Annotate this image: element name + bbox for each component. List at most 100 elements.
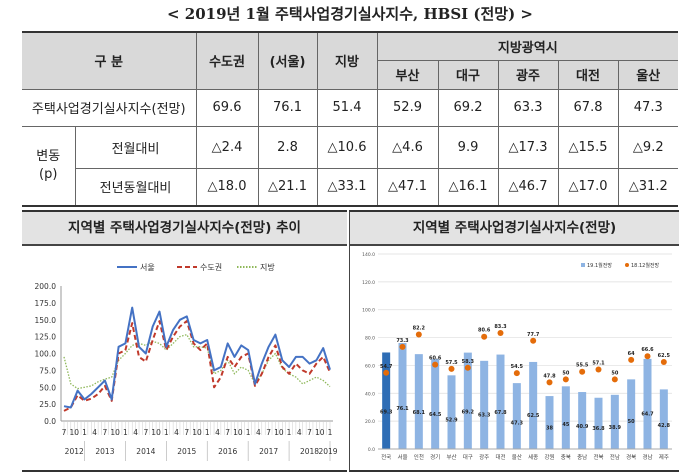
x-tick-label: 1 bbox=[287, 428, 292, 437]
y-tick-label: 25.0 bbox=[39, 400, 56, 409]
bar bbox=[398, 343, 407, 449]
y-tick-label: 125.0 bbox=[35, 333, 57, 342]
year-label: 2015 bbox=[177, 447, 196, 456]
bar-value-label: 45 bbox=[562, 422, 569, 428]
bar-value-label: 63.3 bbox=[478, 412, 491, 418]
x-tick-label: 4 bbox=[174, 428, 179, 437]
bar bbox=[480, 360, 489, 449]
bar-value-label: 36.8 bbox=[592, 426, 605, 432]
cell: 9.9 bbox=[437, 125, 499, 169]
x-tick-label: 전국 bbox=[381, 453, 391, 461]
header-daegu: 대구 bbox=[437, 59, 499, 90]
dot-value-label: 57.1 bbox=[592, 360, 605, 366]
series-line-1 bbox=[63, 320, 331, 412]
x-tick-label: 4 bbox=[215, 428, 220, 437]
cell: △17.3 bbox=[497, 125, 559, 169]
x-tick-label: 4 bbox=[92, 428, 97, 437]
cell: △4.6 bbox=[376, 125, 439, 169]
dot-value-label: 77.7 bbox=[527, 332, 540, 338]
bar bbox=[414, 354, 423, 449]
cell: 2.8 bbox=[257, 125, 318, 169]
x-tick-label: 7 bbox=[103, 428, 108, 437]
x-tick-label: 10 bbox=[192, 428, 202, 437]
year-label: 2016 bbox=[218, 447, 237, 456]
x-tick-label: 1 bbox=[164, 428, 169, 437]
cell: △10.6 bbox=[316, 125, 378, 169]
dot-value-label: 60.6 bbox=[429, 356, 442, 362]
bar-value-label: 38 bbox=[546, 425, 553, 431]
bar-value-label: 64.7 bbox=[641, 412, 654, 418]
dot bbox=[448, 365, 455, 372]
bar-value-label: 64.5 bbox=[429, 412, 442, 418]
y-tick-label: 20.0 bbox=[365, 419, 375, 425]
x-tick-label: 1 bbox=[205, 428, 210, 437]
bar-value-label: 47.3 bbox=[511, 421, 524, 427]
cell: △2.4 bbox=[195, 125, 259, 169]
dot-value-label: 55.5 bbox=[576, 363, 589, 369]
legend-swatch bbox=[625, 263, 629, 267]
regional-bar-chart: 0.0 20.0 40.0 60.0 80.0 100.0 120.0 140.0 69.3 54… bbox=[362, 252, 672, 461]
x-tick-label: 10 bbox=[315, 428, 325, 437]
header-daejeon: 대전 bbox=[557, 59, 619, 90]
x-tick-label: 충남 bbox=[577, 453, 587, 461]
y-tick-label: 140.0 bbox=[362, 252, 375, 258]
dot-value-label: 58.3 bbox=[462, 359, 475, 365]
dot-value-label: 47.8 bbox=[543, 373, 556, 379]
y-tick-label: 50.0 bbox=[39, 383, 56, 392]
bar bbox=[659, 389, 668, 449]
header-ulsan: 울산 bbox=[617, 59, 679, 90]
x-tick-label: 10 bbox=[274, 428, 284, 437]
series-line-0 bbox=[63, 306, 331, 409]
header-capital: 수도권 bbox=[195, 31, 259, 90]
x-tick-label: 7 bbox=[225, 428, 230, 437]
x-tick-label: 서울 bbox=[397, 453, 407, 461]
dot-value-label: 54.7 bbox=[380, 364, 393, 370]
cell: 52.9 bbox=[376, 88, 439, 127]
year-label: 2013 bbox=[95, 447, 114, 456]
cell: △46.7 bbox=[497, 167, 559, 207]
bar bbox=[512, 383, 521, 449]
bar bbox=[447, 375, 456, 449]
y-tick-label: 100.0 bbox=[362, 308, 375, 314]
legend-label: 지방 bbox=[260, 262, 275, 272]
dot-value-label: 73.3 bbox=[396, 338, 409, 344]
cell: 69.2 bbox=[437, 88, 499, 127]
bar bbox=[643, 358, 652, 449]
cell: △21.1 bbox=[257, 167, 318, 207]
bar bbox=[545, 396, 554, 449]
x-tick-label: 대전 bbox=[495, 453, 505, 461]
year-label: 2014 bbox=[136, 447, 155, 456]
bar-value-label: 40.9 bbox=[576, 424, 589, 430]
x-tick-label: 1 bbox=[328, 428, 333, 437]
x-tick-label: 대구 bbox=[463, 453, 473, 461]
x-tick-label: 제주 bbox=[659, 453, 669, 461]
dot bbox=[628, 356, 635, 363]
dot-value-label: 50 bbox=[562, 370, 569, 376]
x-tick-label: 10 bbox=[110, 428, 120, 437]
x-tick-label: 4 bbox=[133, 428, 138, 437]
legend-label: 서울 bbox=[140, 263, 155, 272]
header-category: 구 분 bbox=[22, 31, 197, 90]
dot-value-label: 82.2 bbox=[413, 326, 426, 332]
dot bbox=[530, 337, 537, 344]
x-tick-label: 경기 bbox=[430, 453, 440, 461]
year-label: 2012 bbox=[65, 447, 84, 456]
x-tick-label: 7 bbox=[62, 428, 67, 437]
x-tick-label: 광주 bbox=[479, 454, 489, 461]
dot bbox=[595, 366, 602, 373]
bar bbox=[529, 361, 538, 449]
header-busan: 부산 bbox=[377, 59, 439, 90]
dot-value-label: 83.3 bbox=[494, 324, 507, 330]
series-line-2 bbox=[63, 333, 331, 390]
row-group-change: 변동 (p) bbox=[22, 125, 76, 207]
dot-value-label: 50 bbox=[611, 370, 618, 376]
cell: 63.3 bbox=[497, 88, 559, 127]
dot bbox=[432, 361, 439, 368]
x-tick-label: 10 bbox=[233, 428, 243, 437]
cell: △47.1 bbox=[376, 167, 439, 207]
regional-chart-panel: 지역별 주택사업경기실사지수(전망) 0.0 20.0 40.0 60.0 80.0 10… bbox=[349, 210, 679, 472]
y-tick-label: 150.0 bbox=[35, 316, 57, 325]
x-tick-label: 4 bbox=[256, 428, 261, 437]
legend-label: 19.1월전망 bbox=[587, 262, 612, 269]
legend-label: 18.12월전망 bbox=[631, 262, 660, 269]
